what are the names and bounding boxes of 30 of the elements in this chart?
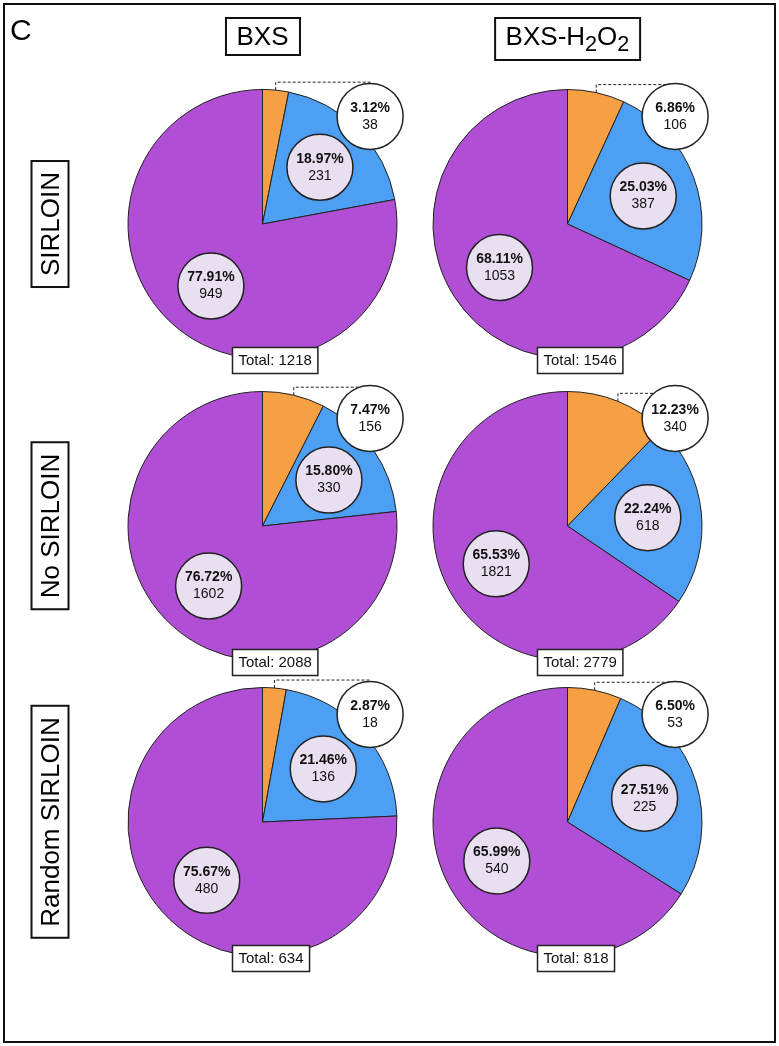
text: Total: 2088 [238, 652, 312, 670]
text: Total: 2779 [543, 652, 617, 670]
data-label: 3.12% 38 [350, 98, 391, 132]
data-label: 77.91% 949 [187, 268, 236, 302]
data-label: 2.87% 18 [350, 696, 391, 730]
data-label: 7.47% 156 [350, 400, 391, 434]
data-label: 22.24% 618 [624, 500, 673, 534]
text: C [10, 13, 32, 47]
data-label: 21.46% 136 [299, 751, 348, 785]
chart-title: BXS [224, 17, 301, 56]
data-label: 27.51% 225 [620, 780, 669, 814]
data-label: 25.03% 387 [619, 178, 668, 212]
chart-title: BXS-H$_{2}$O$_{2}$ [493, 17, 642, 62]
data-label: 15.80% 330 [305, 462, 354, 496]
text: Random SIRLOIN [30, 705, 70, 939]
data-label: 6.50% 53 [655, 696, 696, 730]
data-label: 68.11% 1053 [476, 249, 524, 283]
data-label: 65.99% 540 [473, 843, 522, 877]
data-label: 12.23% 340 [651, 400, 700, 434]
data-label: 6.86% 106 [655, 98, 696, 132]
data-label: 76.72% 1602 [184, 568, 233, 602]
data-label: 65.53% 1821 [472, 546, 521, 580]
text: Total: 818 [543, 948, 609, 966]
text: Total: 1546 [543, 350, 617, 368]
text: No SIRLOIN [30, 441, 70, 611]
data-label: 18.97% 231 [296, 149, 345, 183]
text: SIRLOIN [30, 159, 70, 289]
text: Total: 634 [238, 948, 304, 966]
data-label: 75.67% 480 [182, 862, 232, 896]
text: Total: 1218 [238, 350, 312, 368]
